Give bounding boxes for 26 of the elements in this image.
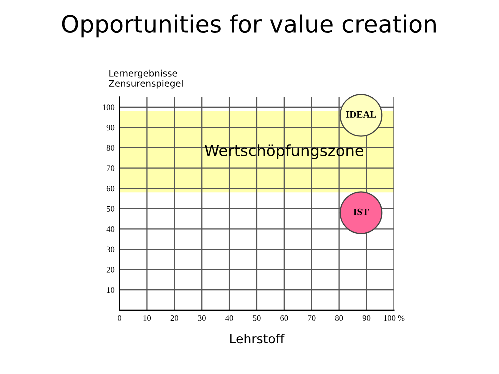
x-axis-title: Lehrstoff	[230, 334, 285, 344]
y-tick-label: 20	[106, 267, 115, 273]
y-tick-label: 90	[106, 125, 115, 131]
y-tick-label: 50	[107, 206, 115, 212]
y-tick-label: 60	[106, 186, 115, 192]
y-tick-label: 100	[103, 104, 115, 110]
chart-title: Opportunities for value creation	[62, 14, 436, 38]
y-tick-label: 30	[106, 246, 115, 252]
x-tick-label: 100 %	[384, 316, 405, 322]
x-tick-label: 80	[335, 316, 344, 322]
x-tick-label: 50	[253, 316, 261, 322]
annotation: IDEAL	[346, 111, 376, 118]
x-tick-label: 30	[198, 316, 206, 322]
x-tick-label: 90	[362, 316, 371, 322]
x-tick-label: 70	[308, 316, 316, 322]
y-tick-label: 10	[107, 287, 115, 294]
y-tick-label: 80	[106, 145, 115, 151]
x-tick-label: 40	[226, 316, 234, 322]
x-tick-label: 20	[170, 316, 178, 322]
x-tick-label: 0	[118, 316, 122, 322]
x-tick-label: 10	[144, 316, 152, 322]
y-tick-label: 70	[107, 166, 115, 172]
y-tick-label: 40	[106, 226, 115, 232]
x-tick-label: 60	[280, 316, 288, 322]
y-axis-title: Lernergebnisse Zensurenspiegel	[109, 70, 183, 89]
annotation: IST	[354, 208, 369, 216]
